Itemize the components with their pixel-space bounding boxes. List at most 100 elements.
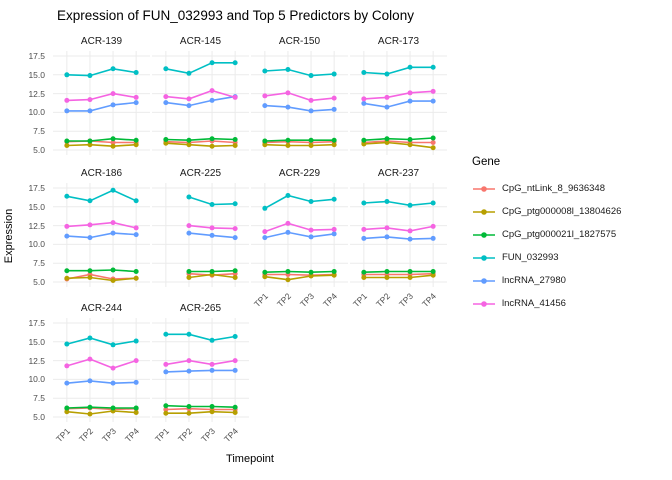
data-point: [163, 331, 169, 337]
data-point: [407, 236, 413, 242]
data-point: [163, 406, 169, 412]
data-point: [186, 103, 192, 109]
facet-title: ACR-173: [377, 36, 420, 47]
data-point: [186, 403, 192, 409]
data-point: [430, 268, 436, 274]
data-point: [232, 367, 238, 373]
data-point: [87, 356, 93, 362]
data-point: [64, 233, 70, 239]
data-point: [384, 136, 390, 142]
data-point: [430, 145, 436, 151]
data-point: [110, 143, 116, 149]
data-point: [407, 202, 413, 208]
series-line: [66, 92, 137, 102]
facet-title: ACR-150: [278, 36, 321, 47]
y-axis-tick-label: 5.0: [33, 145, 45, 155]
y-axis-tick-label: 7.5: [33, 258, 45, 269]
facet-panel: [152, 318, 249, 422]
series-line: [363, 236, 434, 240]
data-point: [133, 268, 139, 274]
legend-label: CpG_ptg000008l_13804626: [502, 206, 622, 217]
data-point: [64, 142, 70, 148]
data-point: [133, 225, 139, 231]
data-point: [262, 274, 268, 280]
data-point: [133, 338, 139, 344]
data-point: [110, 380, 116, 386]
data-point: [232, 235, 238, 241]
data-point: [133, 70, 139, 76]
series-line: [264, 143, 335, 147]
legend-marker-icon: [473, 231, 495, 238]
series-line: [264, 270, 335, 274]
data-point: [430, 235, 436, 241]
series-line: [165, 369, 236, 373]
series-line: [66, 189, 137, 202]
legend-item: CpG_ntLink_8_9636348: [472, 177, 621, 200]
series-line: [264, 139, 335, 142]
series-line: [165, 89, 236, 100]
data-point: [384, 139, 390, 145]
facet-panel: [53, 51, 150, 155]
data-point: [186, 137, 192, 143]
series-line: [363, 200, 434, 207]
data-point: [209, 403, 215, 409]
data-point: [87, 268, 93, 274]
data-point: [64, 409, 70, 415]
series-line: [66, 276, 137, 282]
data-point: [163, 94, 169, 100]
legend-label: lncRNA_41456: [502, 298, 566, 309]
data-point: [110, 267, 116, 273]
data-point: [384, 234, 390, 240]
data-point: [285, 104, 291, 110]
data-point: [110, 230, 116, 236]
data-point: [384, 268, 390, 274]
data-point: [87, 108, 93, 114]
data-point: [361, 100, 367, 106]
data-point: [87, 198, 93, 204]
data-point: [163, 140, 169, 146]
data-point: [186, 410, 192, 416]
series-line: [363, 141, 434, 149]
y-axis-tick-label: 10.0: [28, 107, 45, 118]
data-point: [262, 235, 268, 241]
legend-marker-icon: [473, 300, 495, 307]
series-line: [363, 274, 434, 279]
data-point: [87, 274, 93, 280]
x-axis-tick-label: TP2: [76, 426, 96, 445]
series-line: [66, 67, 137, 77]
data-point: [87, 222, 93, 228]
data-point: [285, 277, 291, 283]
data-point: [361, 141, 367, 147]
data-point: [110, 66, 116, 72]
data-point: [384, 104, 390, 110]
data-point: [285, 268, 291, 274]
data-point: [361, 200, 367, 206]
y-axis-tick-label: 17.5: [28, 183, 45, 193]
data-point: [186, 274, 192, 280]
series-line: [66, 221, 137, 229]
data-point: [232, 226, 238, 232]
series-line: [165, 95, 236, 107]
y-axis-tick-label: 15.0: [28, 336, 45, 347]
data-point: [361, 70, 367, 76]
series-line: [165, 62, 236, 75]
series-line: [363, 66, 434, 75]
data-point: [407, 268, 413, 274]
data-point: [430, 272, 436, 278]
series-line: [66, 337, 137, 346]
x-axis-tick-label: TP4: [420, 291, 439, 310]
series-line: [165, 142, 236, 148]
data-point: [133, 232, 139, 238]
series-line: [363, 140, 434, 144]
legend-marker-icon: [473, 254, 495, 261]
series-line: [66, 137, 137, 142]
data-point: [331, 71, 337, 77]
x-axis-tick-label: TP4: [222, 426, 241, 445]
data-point: [285, 90, 291, 96]
data-point: [407, 98, 413, 104]
data-point: [186, 194, 192, 200]
data-point: [331, 142, 337, 148]
series-line: [165, 140, 236, 144]
data-point: [163, 369, 169, 375]
data-point: [285, 142, 291, 148]
